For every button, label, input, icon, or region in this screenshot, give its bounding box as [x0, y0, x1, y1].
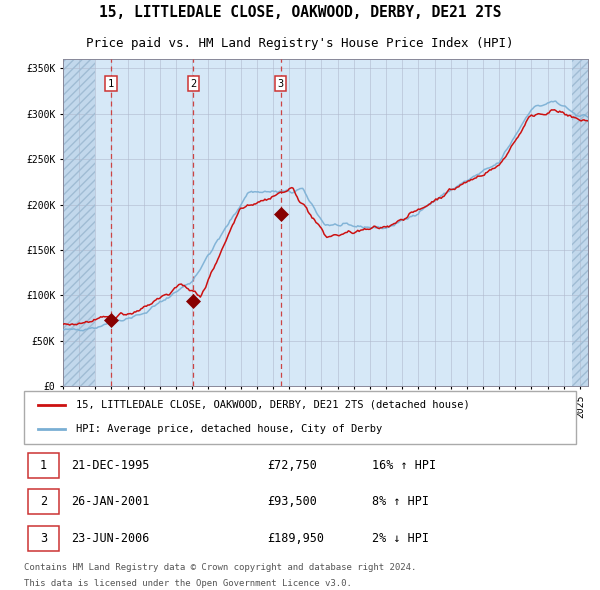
Text: 23-JUN-2006: 23-JUN-2006 [71, 532, 149, 545]
Text: 26-JAN-2001: 26-JAN-2001 [71, 495, 149, 508]
Bar [572, 59, 588, 386]
Text: £72,750: £72,750 [267, 459, 317, 472]
Text: HPI: Average price, detached house, City of Derby: HPI: Average price, detached house, City… [76, 424, 383, 434]
Text: 2: 2 [190, 78, 196, 88]
Text: 15, LITTLEDALE CLOSE, OAKWOOD, DERBY, DE21 2TS: 15, LITTLEDALE CLOSE, OAKWOOD, DERBY, DE… [99, 5, 501, 20]
Text: 2% ↓ HPI: 2% ↓ HPI [372, 532, 429, 545]
Text: £93,500: £93,500 [267, 495, 317, 508]
Text: Contains HM Land Registry data © Crown copyright and database right 2024.: Contains HM Land Registry data © Crown c… [24, 563, 416, 572]
Text: This data is licensed under the Open Government Licence v3.0.: This data is licensed under the Open Gov… [24, 579, 352, 588]
Text: £189,950: £189,950 [267, 532, 324, 545]
Text: 3: 3 [40, 532, 47, 545]
Bar [28, 489, 59, 514]
Text: 15, LITTLEDALE CLOSE, OAKWOOD, DERBY, DE21 2TS (detached house): 15, LITTLEDALE CLOSE, OAKWOOD, DERBY, DE… [76, 400, 470, 410]
Text: 1: 1 [108, 78, 114, 88]
Text: 21-DEC-1995: 21-DEC-1995 [71, 459, 149, 472]
Text: 3: 3 [278, 78, 284, 88]
Bar [28, 453, 59, 478]
Text: 16% ↑ HPI: 16% ↑ HPI [372, 459, 436, 472]
Text: 8% ↑ HPI: 8% ↑ HPI [372, 495, 429, 508]
Bar [63, 59, 95, 386]
Bar [63, 59, 95, 386]
Text: 2: 2 [40, 495, 47, 508]
Text: 1: 1 [40, 459, 47, 472]
Bar [572, 59, 588, 386]
Text: Price paid vs. HM Land Registry's House Price Index (HPI): Price paid vs. HM Land Registry's House … [86, 37, 514, 50]
Bar [28, 526, 59, 551]
